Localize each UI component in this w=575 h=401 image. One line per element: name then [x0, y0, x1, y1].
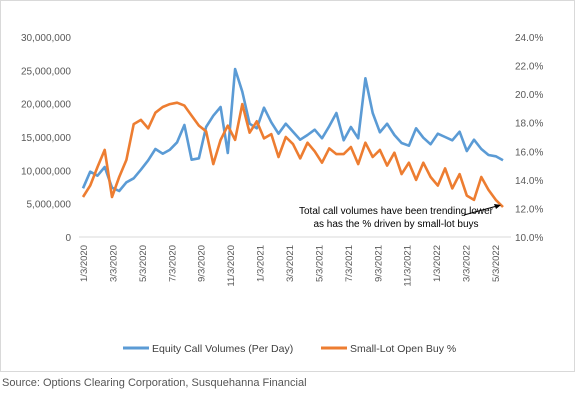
legend-label-small-lot-open-buy: Small-Lot Open Buy %: [350, 343, 456, 355]
x-ticks: 1/3/2020 3/3/2020 5/3/2020 7/3/2020 9/3/2020…: [79, 245, 502, 287]
y-right-tick-label: 20.0%: [515, 90, 543, 101]
source-caption: Source: Options Clearing Corporation, Su…: [2, 377, 307, 389]
y-right-tick-label: 10.0%: [515, 233, 543, 244]
y-right-tick-label: 14.0%: [515, 176, 543, 187]
x-tick-label: 3/3/2021: [285, 245, 296, 282]
annotation: Total call volumes have been trending lo…: [299, 204, 501, 230]
chart-frame: 0 5,000,000 10,000,000 15,000,000 20,000,000…: [0, 0, 575, 372]
x-tick-label: 11/3/2021: [403, 245, 414, 287]
series-line-small-lot-open-buy: [81, 101, 504, 208]
y-right-tick-label: 16.0%: [515, 147, 543, 158]
y-right-tick-label: 22.0%: [515, 62, 543, 73]
x-tick-label: 5/3/2022: [491, 245, 502, 282]
y-right-tick-label: 24.0%: [515, 33, 543, 44]
left-ticks: 0 5,000,000 10,000,000 15,000,000 20,000,000…: [21, 33, 72, 244]
y-left-tick-label: 25,000,000: [21, 66, 71, 77]
annotation-arrow-line: [463, 205, 498, 216]
y-left-tick-label: 30,000,000: [21, 33, 71, 44]
legend: Equity Call Volumes (Per Day) Small-Lot …: [123, 343, 456, 355]
x-tick-label: 1/3/2022: [432, 245, 443, 282]
legend-label-equity-call-volumes: Equity Call Volumes (Per Day): [152, 343, 293, 355]
y-right-tick-label: 12.0%: [515, 204, 543, 215]
x-tick-label: 3/3/2020: [108, 245, 119, 282]
x-tick-label: 5/3/2020: [138, 245, 149, 282]
chart-svg: 0 5,000,000 10,000,000 15,000,000 20,000,000…: [21, 33, 544, 355]
y-right-tick-label: 18.0%: [515, 119, 543, 130]
x-tick-label: 7/3/2020: [167, 245, 178, 282]
series-layer: [81, 67, 504, 208]
y-left-tick-label: 5,000,000: [27, 200, 72, 211]
x-tick-label: 7/3/2021: [344, 245, 355, 282]
x-tick-label: 3/3/2022: [462, 245, 473, 282]
x-tick-label: 9/3/2020: [197, 245, 208, 282]
annotation-line-2: as has the % driven by small-lot buys: [313, 219, 478, 230]
x-tick-label: 5/3/2021: [314, 245, 325, 282]
x-tick-label: 1/3/2021: [256, 245, 267, 282]
y-left-tick-label: 15,000,000: [21, 133, 71, 144]
series-line-equity-call-volumes: [81, 67, 504, 193]
annotation-arrow-head: [494, 204, 501, 209]
y-left-tick-label: 20,000,000: [21, 100, 71, 111]
y-left-tick-label: 0: [65, 233, 71, 244]
x-tick-label: 9/3/2021: [373, 245, 384, 282]
x-tick-label: 11/3/2020: [226, 245, 237, 287]
x-tick-label: 1/3/2020: [79, 245, 90, 282]
y-left-tick-label: 10,000,000: [21, 166, 71, 177]
annotation-line-1: Total call volumes have been trending lo…: [299, 206, 494, 217]
right-ticks: 10.0% 12.0% 14.0% 16.0% 18.0% 20.0% 22.0% 24.0%: [515, 33, 543, 244]
